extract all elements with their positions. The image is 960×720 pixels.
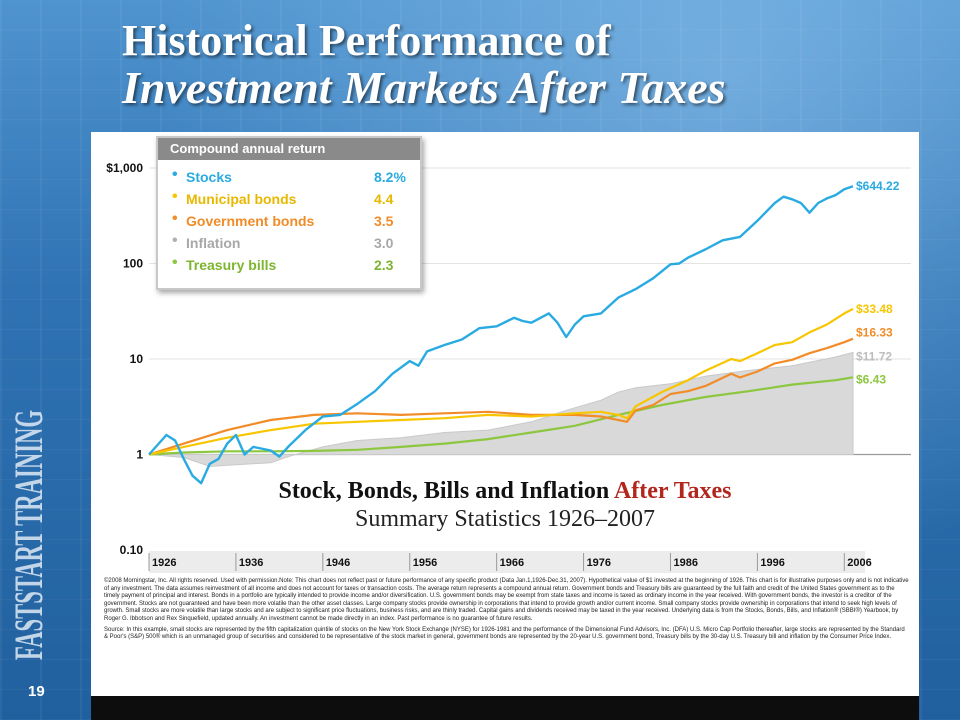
legend-item-government-bonds: • Government bonds 3.5: [172, 210, 408, 232]
x-tick-label: 2006: [847, 557, 871, 569]
legend-value: 3.0: [374, 235, 394, 251]
x-tick-label: 1996: [760, 557, 784, 569]
legend-dot: •: [172, 188, 178, 205]
legend-item-municipal-bonds: • Municipal bonds 4.4: [172, 188, 408, 210]
end-label: $16.33: [856, 326, 893, 340]
y-tick-label: 100: [123, 257, 143, 271]
inflation-area: [148, 351, 854, 467]
subtitle-accent: After Taxes: [613, 478, 732, 504]
x-tick-label: 1966: [500, 557, 524, 569]
chart-subtitle: Stock, Bonds, Bills and Inflation After …: [91, 478, 919, 533]
legend-label: Inflation: [186, 235, 241, 251]
x-tick-label: 1946: [326, 557, 350, 569]
x-tick-label: 1956: [413, 557, 437, 569]
end-label: $644.22: [856, 179, 900, 193]
legend-value: 4.4: [374, 191, 394, 207]
y-tick-label: 1: [136, 448, 143, 462]
series-line-stocks: [148, 185, 854, 485]
legend-header: Compound annual return: [158, 138, 420, 160]
y-tick-label: $1,000: [106, 161, 143, 175]
legend-dot: •: [172, 254, 178, 271]
slide-title: Historical Performance of Investment Mar…: [122, 16, 726, 114]
brand-wordmark: FASTSTART TRAINING: [6, 410, 51, 660]
legend-label: Treasury bills: [186, 257, 277, 273]
legend-value: 2.3: [374, 257, 394, 273]
end-label: $33.48: [856, 302, 893, 316]
y-tick-label: 10: [130, 352, 144, 366]
end-label: $11.72: [856, 349, 892, 363]
subtitle-line-2: Summary Statistics 1926–2007: [355, 506, 655, 532]
legend-dot: •: [172, 232, 178, 249]
footnote-source: Source: In this example, small stocks ar…: [104, 626, 905, 641]
legend-item-stocks: • Stocks 8.2%: [172, 166, 408, 188]
series-line-treasury-bills: [148, 376, 854, 456]
legend-label: Government bonds: [186, 213, 315, 229]
title-line-2: Investment Markets After Taxes: [122, 62, 726, 114]
y-tick-label: 0.10: [120, 543, 144, 557]
x-tick-label: 1976: [587, 557, 611, 569]
legend-label: Municipal bonds: [186, 191, 297, 207]
series-line-municipal-bonds: [148, 307, 854, 456]
legend-dot: •: [172, 166, 178, 183]
title-line-1: Historical Performance of: [122, 16, 611, 65]
legend-label: Stocks: [186, 169, 232, 185]
x-tick-label: 1986: [673, 557, 697, 569]
subtitle-line-1: Stock, Bonds, Bills and Inflation After …: [91, 478, 919, 505]
legend-dot: •: [172, 210, 178, 227]
panel-bottom-bar: [91, 696, 919, 720]
page-number: 19: [28, 683, 45, 700]
legend-value: 3.5: [374, 213, 394, 229]
footnote-disclaimer: ©2008 Morningstar, Inc. All rights reser…: [104, 578, 909, 622]
brand-text: FASTSTART TRAINING: [6, 410, 51, 660]
x-tick-label: 1926: [152, 557, 176, 569]
legend-value: 8.2%: [374, 169, 406, 185]
x-axis-strip: [149, 551, 865, 573]
footnote: ©2008 Morningstar, Inc. All rights reser…: [104, 578, 910, 645]
x-tick-label: 1936: [239, 557, 263, 569]
legend-item-inflation: • Inflation 3.0: [172, 232, 408, 254]
legend-box: Compound annual return • Stocks 8.2% • M…: [156, 136, 422, 290]
end-label: $6.43: [856, 372, 886, 386]
subtitle-main: Stock, Bonds, Bills and Inflation: [278, 478, 610, 504]
legend-item-treasury-bills: • Treasury bills 2.3: [172, 254, 408, 276]
